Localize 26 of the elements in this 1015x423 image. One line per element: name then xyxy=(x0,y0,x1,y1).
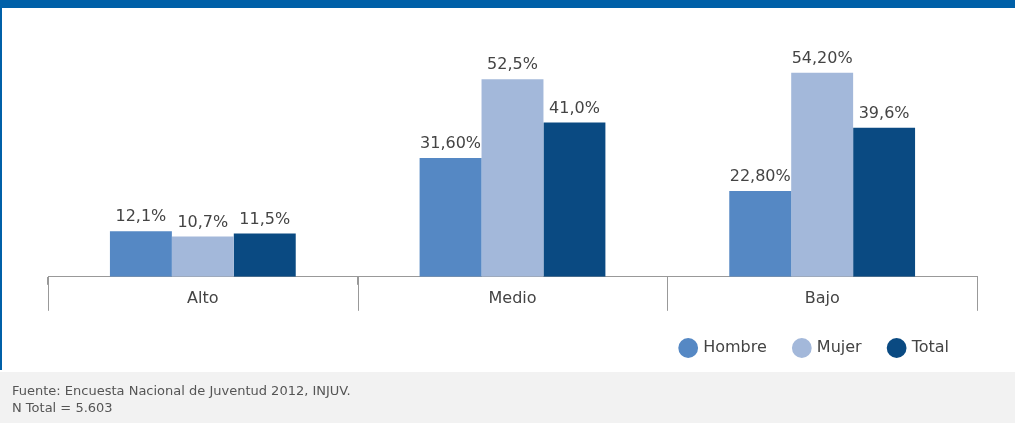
x-tick-label: Bajo xyxy=(804,287,840,307)
bar xyxy=(171,236,234,277)
bar xyxy=(233,233,296,277)
legend-label: Hombre xyxy=(703,337,767,357)
bar xyxy=(853,127,916,277)
data-label: 12,1% xyxy=(115,206,167,226)
bar xyxy=(481,79,544,277)
legend-label: Mujer xyxy=(816,337,863,357)
data-label: 31,60% xyxy=(420,133,482,153)
data-label: 11,5% xyxy=(239,208,291,228)
bar xyxy=(419,157,482,277)
legend-label: Total xyxy=(910,337,950,357)
data-label: 22,80% xyxy=(729,166,791,186)
source-note: Fuente: Encuesta Nacional de Juventud 2012, INJUV. xyxy=(12,382,352,399)
bar xyxy=(543,122,606,277)
data-label: 52,5% xyxy=(487,54,538,74)
bar xyxy=(109,231,172,277)
text: N Total = 5.603 xyxy=(12,399,114,416)
data-label: 41,0% xyxy=(549,97,600,117)
data-label: 39,6% xyxy=(858,102,910,122)
x-tick-label: Medio xyxy=(488,287,537,307)
bar xyxy=(791,72,854,277)
data-label: 10,7% xyxy=(177,211,229,231)
data-label: 54,20% xyxy=(791,47,853,67)
x-tick-label: Alto xyxy=(187,287,219,307)
bar xyxy=(729,191,792,277)
